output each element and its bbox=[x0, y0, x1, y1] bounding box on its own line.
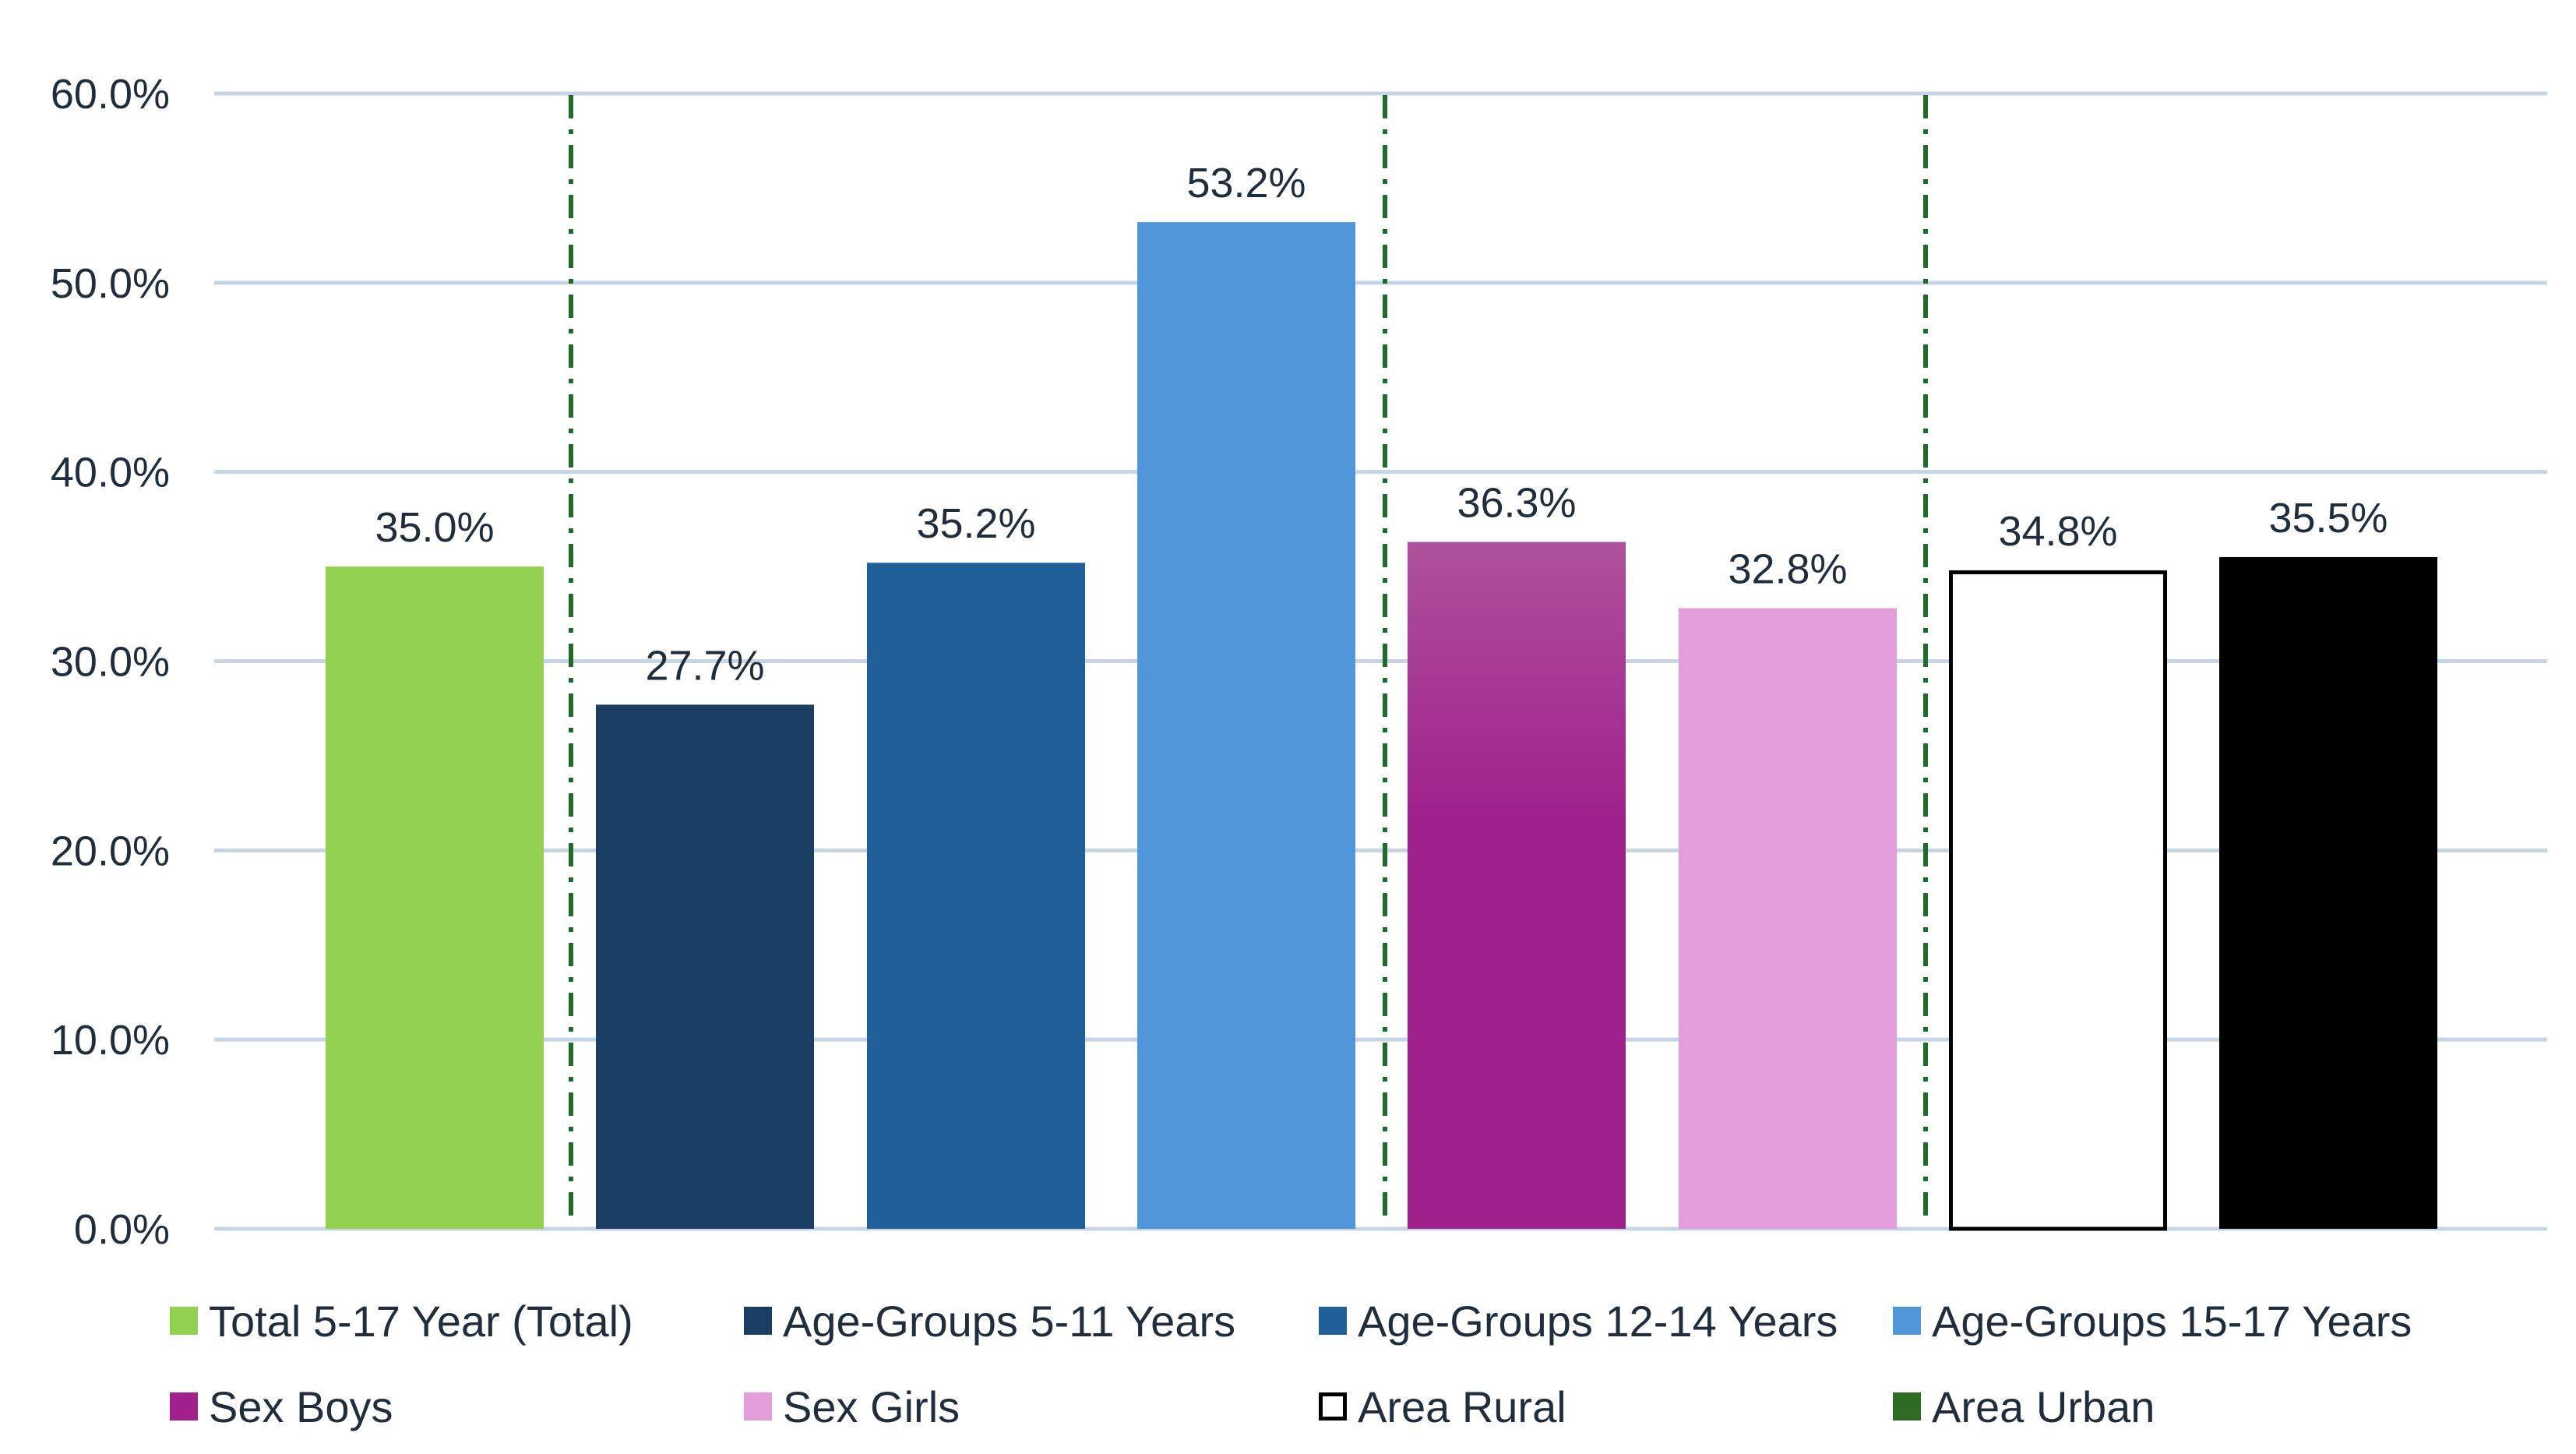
legend-label: Age-Groups 12-14 Years bbox=[1358, 1297, 1838, 1346]
legend-swatch bbox=[1319, 1392, 1347, 1420]
legend-swatch bbox=[744, 1392, 772, 1420]
bar bbox=[326, 566, 544, 1229]
legend-swatch bbox=[170, 1307, 198, 1335]
data-label: 53.2% bbox=[1186, 160, 1306, 206]
data-labels: 35.0% 27.7% 35.2% 53.2% 36.3% 32.8% 34.8% 35.5% bbox=[375, 160, 2387, 689]
legend-label: Area Urban bbox=[1932, 1382, 2155, 1431]
legend-swatch bbox=[1893, 1307, 1921, 1335]
legend-label: Age-Groups 15-17 Years bbox=[1932, 1297, 2412, 1346]
legend-label: Area Rural bbox=[1358, 1382, 1566, 1431]
data-label: 35.5% bbox=[2268, 495, 2387, 542]
gridlines bbox=[214, 91, 2547, 1231]
y-tick-label: 10.0% bbox=[51, 1017, 170, 1064]
y-tick-label: 30.0% bbox=[51, 639, 170, 686]
bar bbox=[1949, 570, 2167, 1231]
legend-label: Sex Boys bbox=[209, 1382, 393, 1431]
bar bbox=[1679, 608, 1897, 1229]
legend-swatch bbox=[170, 1392, 198, 1420]
y-tick-label: 20.0% bbox=[51, 828, 170, 874]
legend-label: Total 5-17 Year (Total) bbox=[209, 1297, 633, 1346]
y-tick-label: 50.0% bbox=[51, 260, 170, 307]
data-label: 27.7% bbox=[645, 642, 764, 689]
legend-swatch bbox=[1893, 1392, 1921, 1420]
legend-label: Sex Girls bbox=[783, 1382, 960, 1431]
y-tick-label: 60.0% bbox=[51, 71, 170, 118]
legend-label: Age-Groups 5-11 Years bbox=[783, 1297, 1235, 1346]
bar bbox=[596, 704, 814, 1229]
legend: Total 5-17 Year (Total) Age-Groups 5-11 Y… bbox=[170, 1297, 2412, 1431]
legend-swatch bbox=[744, 1307, 772, 1335]
bar bbox=[1137, 222, 1355, 1229]
y-tick-label: 0.0% bbox=[74, 1206, 170, 1253]
legend-swatch bbox=[1319, 1307, 1347, 1335]
data-label: 36.3% bbox=[1457, 480, 1576, 527]
y-tick-label: 40.0% bbox=[51, 450, 170, 496]
bar bbox=[2219, 556, 2437, 1229]
bars bbox=[326, 222, 2437, 1231]
y-axis-tick-labels: 0.0% 10.0% 20.0% 30.0% 40.0% 50.0% 60.0% bbox=[51, 71, 170, 1253]
bar bbox=[867, 563, 1085, 1229]
group-separators bbox=[569, 95, 1928, 1226]
data-label: 32.8% bbox=[1728, 546, 1847, 593]
data-label: 35.0% bbox=[375, 504, 494, 551]
bar bbox=[1408, 542, 1626, 1229]
data-label: 35.2% bbox=[916, 500, 1035, 547]
data-label: 34.8% bbox=[1998, 508, 2117, 555]
